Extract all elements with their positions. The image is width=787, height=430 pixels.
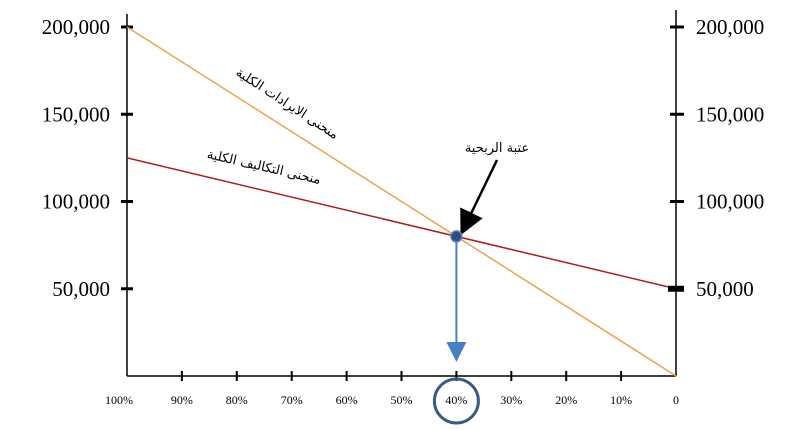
- highlight-circle: [432, 377, 480, 425]
- left-y-tick-label: 100,000: [42, 190, 110, 214]
- breakeven-point: [450, 230, 463, 243]
- x-tick-label: 70%: [281, 393, 303, 407]
- right-y-tick-label: 100,000: [696, 190, 764, 214]
- x-tick-label: 10%: [610, 393, 632, 407]
- series-line: [126, 26, 677, 377]
- series-lines: [126, 26, 684, 377]
- left-y-tick-label: 150,000: [42, 102, 110, 126]
- right-y-ticks: 200,000 150,000 100,000 50,000: [670, 15, 764, 301]
- cost-curve-label: منحنى التكاليف الكلية: [205, 147, 322, 188]
- left-y-tick-label: 50,000: [52, 277, 110, 301]
- x-tick-label: 100%: [105, 393, 133, 407]
- x-ticks: 100% 90% 80% 70% 60% 50% 40% 30% 20% 10% 0: [105, 371, 679, 407]
- right-y-tick-label: 200,000: [696, 15, 764, 39]
- x-tick-label: 50%: [391, 393, 413, 407]
- x-tick-label: 40%: [445, 393, 467, 407]
- x-tick-label: 30%: [500, 393, 522, 407]
- right-y-tick-label: 50,000: [696, 277, 754, 301]
- x-tick-label: 80%: [226, 393, 248, 407]
- right-y-tick-label: 150,000: [696, 102, 764, 126]
- breakeven-pointer-arrow: [460, 159, 499, 236]
- x-tick-label: 0: [673, 393, 679, 407]
- left-y-ticks: 200,000 150,000 100,000 50,000: [42, 15, 133, 301]
- x-tick-label: 20%: [555, 393, 577, 407]
- x-tick-label: 60%: [336, 393, 358, 407]
- breakeven-label: عتبة الربحية: [465, 141, 529, 156]
- series-line: [126, 157, 677, 290]
- x-tick-label: 90%: [171, 393, 193, 407]
- left-y-tick-label: 200,000: [42, 15, 110, 39]
